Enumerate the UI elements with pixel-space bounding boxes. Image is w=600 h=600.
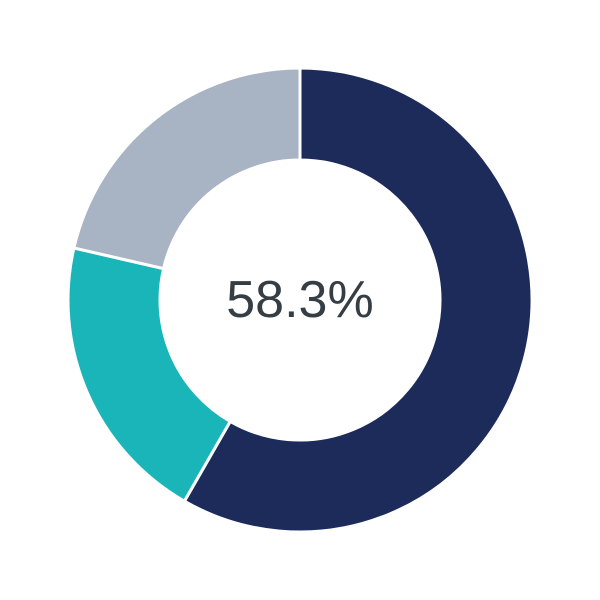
donut-slice-2 [66, 246, 233, 504]
donut-slices [66, 66, 534, 534]
center-label: 58.3% [226, 271, 373, 329]
donut-slice-3 [72, 66, 302, 271]
donut-slice-1 [182, 66, 534, 534]
